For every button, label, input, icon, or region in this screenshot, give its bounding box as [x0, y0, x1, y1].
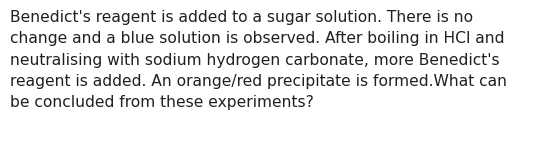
Text: Benedict's reagent is added to a sugar solution. There is no
change and a blue s: Benedict's reagent is added to a sugar s…: [10, 10, 507, 110]
